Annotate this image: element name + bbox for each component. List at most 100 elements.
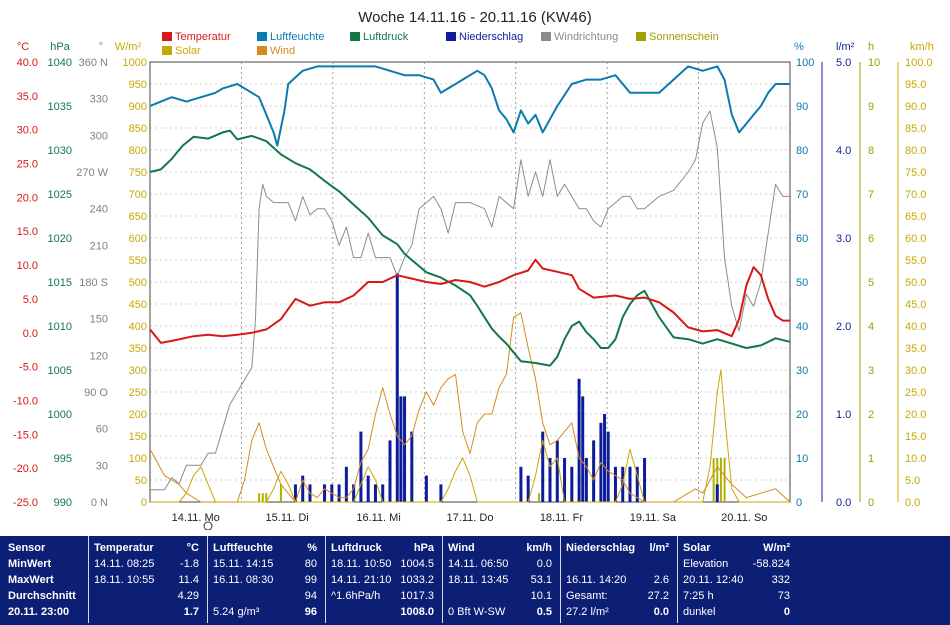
tick-dir-1: 330 (90, 94, 108, 106)
tick-sun-0: 10 (868, 57, 880, 69)
cell-label: dunkel (683, 606, 716, 618)
axis-unit-dir: ° (99, 41, 103, 53)
tick-temp-13: -25.0 (13, 497, 38, 509)
cell-label: 18.11. 10:50 (331, 558, 392, 570)
panel-luftfeuchte: Luftfeuchte% 15.11. 14:15 80 16.11. 08:30 99… (207, 536, 326, 623)
x-label-1: 15.11. Di (266, 512, 309, 524)
cell-label: 18.11. 13:45 (448, 574, 509, 586)
row-label-3: Durchschnitt (8, 590, 76, 602)
legend-swatch-5 (636, 32, 646, 41)
axis-unit-hum: % (794, 41, 804, 53)
cell-label: 20.11. 12:40 (683, 574, 744, 586)
x-label-4: 18.11. Fr (540, 512, 584, 524)
tick-wind-20: 0.0 (905, 497, 920, 509)
rain-bar-23 (555, 440, 559, 502)
tick-sun-3: 7 (868, 189, 874, 201)
tick-wind-12: 40.0 (905, 321, 926, 333)
series-windrichtung (150, 110, 790, 491)
tick-wind-10: 50.0 (905, 277, 926, 289)
series-temperatur (149, 258, 790, 344)
cell-label: 15.11. 14:15 (213, 558, 274, 570)
legend-swatch-3 (446, 32, 456, 41)
tick-sun-9: 1 (868, 453, 874, 465)
cell-value: 94 (304, 590, 317, 602)
tick-press-10: 990 (54, 497, 72, 509)
cell-label: 16.11. 08:30 (213, 574, 274, 586)
rain-bar-13 (395, 273, 399, 502)
row-label-1: MinWert (8, 558, 52, 570)
rain-bar-3 (323, 484, 327, 502)
cell-label: 5.24 g/m³ (213, 606, 260, 618)
cell-value: 1004.5 (400, 558, 434, 570)
tick-solar-11: 450 (129, 299, 147, 311)
tick-wind-11: 45.0 (905, 299, 926, 311)
rain-bar-10 (373, 484, 377, 502)
tick-solar-5: 750 (129, 167, 147, 179)
rain-bar-35 (628, 466, 632, 502)
cell-label: 18.11. 10:55 (94, 574, 155, 586)
cell-value: 80 (304, 558, 317, 570)
tick-press-3: 1025 (48, 189, 72, 201)
tick-rain-3: 2.0 (836, 321, 851, 333)
tick-temp-5: 15.0 (17, 226, 38, 238)
tick-hum-7: 30 (796, 365, 808, 377)
cell-value: 27.2 (647, 590, 669, 602)
legend-swatch-0 (162, 32, 172, 41)
series-luftfeuchte (149, 65, 790, 147)
panel-temperatur: Temperatur °C 14.11. 08:25 -1.8 18.11. 10:55… (88, 536, 208, 623)
cell-value: -58.824 (752, 558, 790, 570)
rain-bar-32 (606, 431, 610, 502)
tick-solar-10: 500 (129, 277, 147, 289)
tick-solar-3: 850 (129, 123, 147, 135)
cell-value: 73 (777, 590, 790, 602)
panel-niederschlag: Niederschlag l/m² 16.11. 14:20 2.6 Gesamt: 27… (560, 536, 678, 623)
tick-hum-9: 10 (796, 453, 808, 465)
cell-value: 332 (771, 574, 790, 586)
tick-press-1: 1035 (48, 101, 72, 113)
cell-value: 99 (304, 574, 317, 586)
tick-wind-19: 5.0 (905, 475, 920, 487)
rain-bar-29 (592, 440, 596, 502)
tick-rain-5: 0.0 (836, 497, 851, 509)
tick-temp-8: 0.0 (23, 328, 38, 340)
tick-wind-4: 80.0 (905, 145, 926, 157)
tick-press-9: 995 (54, 453, 72, 465)
rain-bar-33 (613, 466, 617, 502)
rain-bar-11 (381, 484, 385, 502)
cell-value: 4.29 (177, 590, 199, 602)
cell-label: 16.11. 14:20 (566, 574, 627, 586)
rain-bar-22 (548, 458, 552, 502)
tick-solar-0: 1000 (123, 57, 147, 69)
tick-rain-1: 4.0 (836, 145, 851, 157)
rain-bar-27 (581, 396, 585, 502)
x-label-3: 17.11. Do (447, 512, 494, 524)
rain-bar-0 (293, 484, 297, 502)
panel-title: Wind (448, 542, 475, 554)
tick-solar-17: 150 (129, 431, 147, 443)
tick-sun-4: 6 (868, 233, 874, 245)
tick-press-5: 1015 (48, 277, 72, 289)
axis-unit-solar: W/m² (115, 41, 142, 53)
panel-title: Solar (683, 542, 711, 554)
tick-temp-4: 20.0 (17, 192, 38, 204)
weather-chart: Woche 14.11.16 - 20.11.16 (KW46) Tempera… (13, 9, 934, 530)
tick-wind-1: 95.0 (905, 79, 926, 91)
tick-solar-18: 100 (129, 453, 147, 465)
tick-dir-6: 180 S (79, 277, 108, 289)
tick-temp-6: 10.0 (17, 260, 38, 272)
rain-bar-14 (399, 396, 403, 502)
panel-title: Niederschlag (566, 542, 636, 554)
rain-bar-16 (410, 431, 414, 502)
rain-bar-6 (344, 466, 348, 502)
tick-solar-4: 800 (129, 145, 147, 157)
cell-value: 1008.0 (400, 606, 434, 618)
cell-value: 11.4 (178, 574, 199, 586)
tick-temp-2: 30.0 (17, 125, 38, 137)
panel-wind: Wind km/h 14.11. 06:50 0.0 18.11. 13:45 53.1 1… (442, 536, 561, 623)
tick-rain-4: 1.0 (836, 409, 851, 421)
tick-solar-14: 300 (129, 365, 147, 377)
x-label-2: 16.11. Mi (356, 512, 400, 524)
tick-solar-9: 550 (129, 255, 147, 267)
tick-wind-17: 15.0 (905, 431, 926, 443)
cell-value: 1.7 (183, 606, 199, 618)
